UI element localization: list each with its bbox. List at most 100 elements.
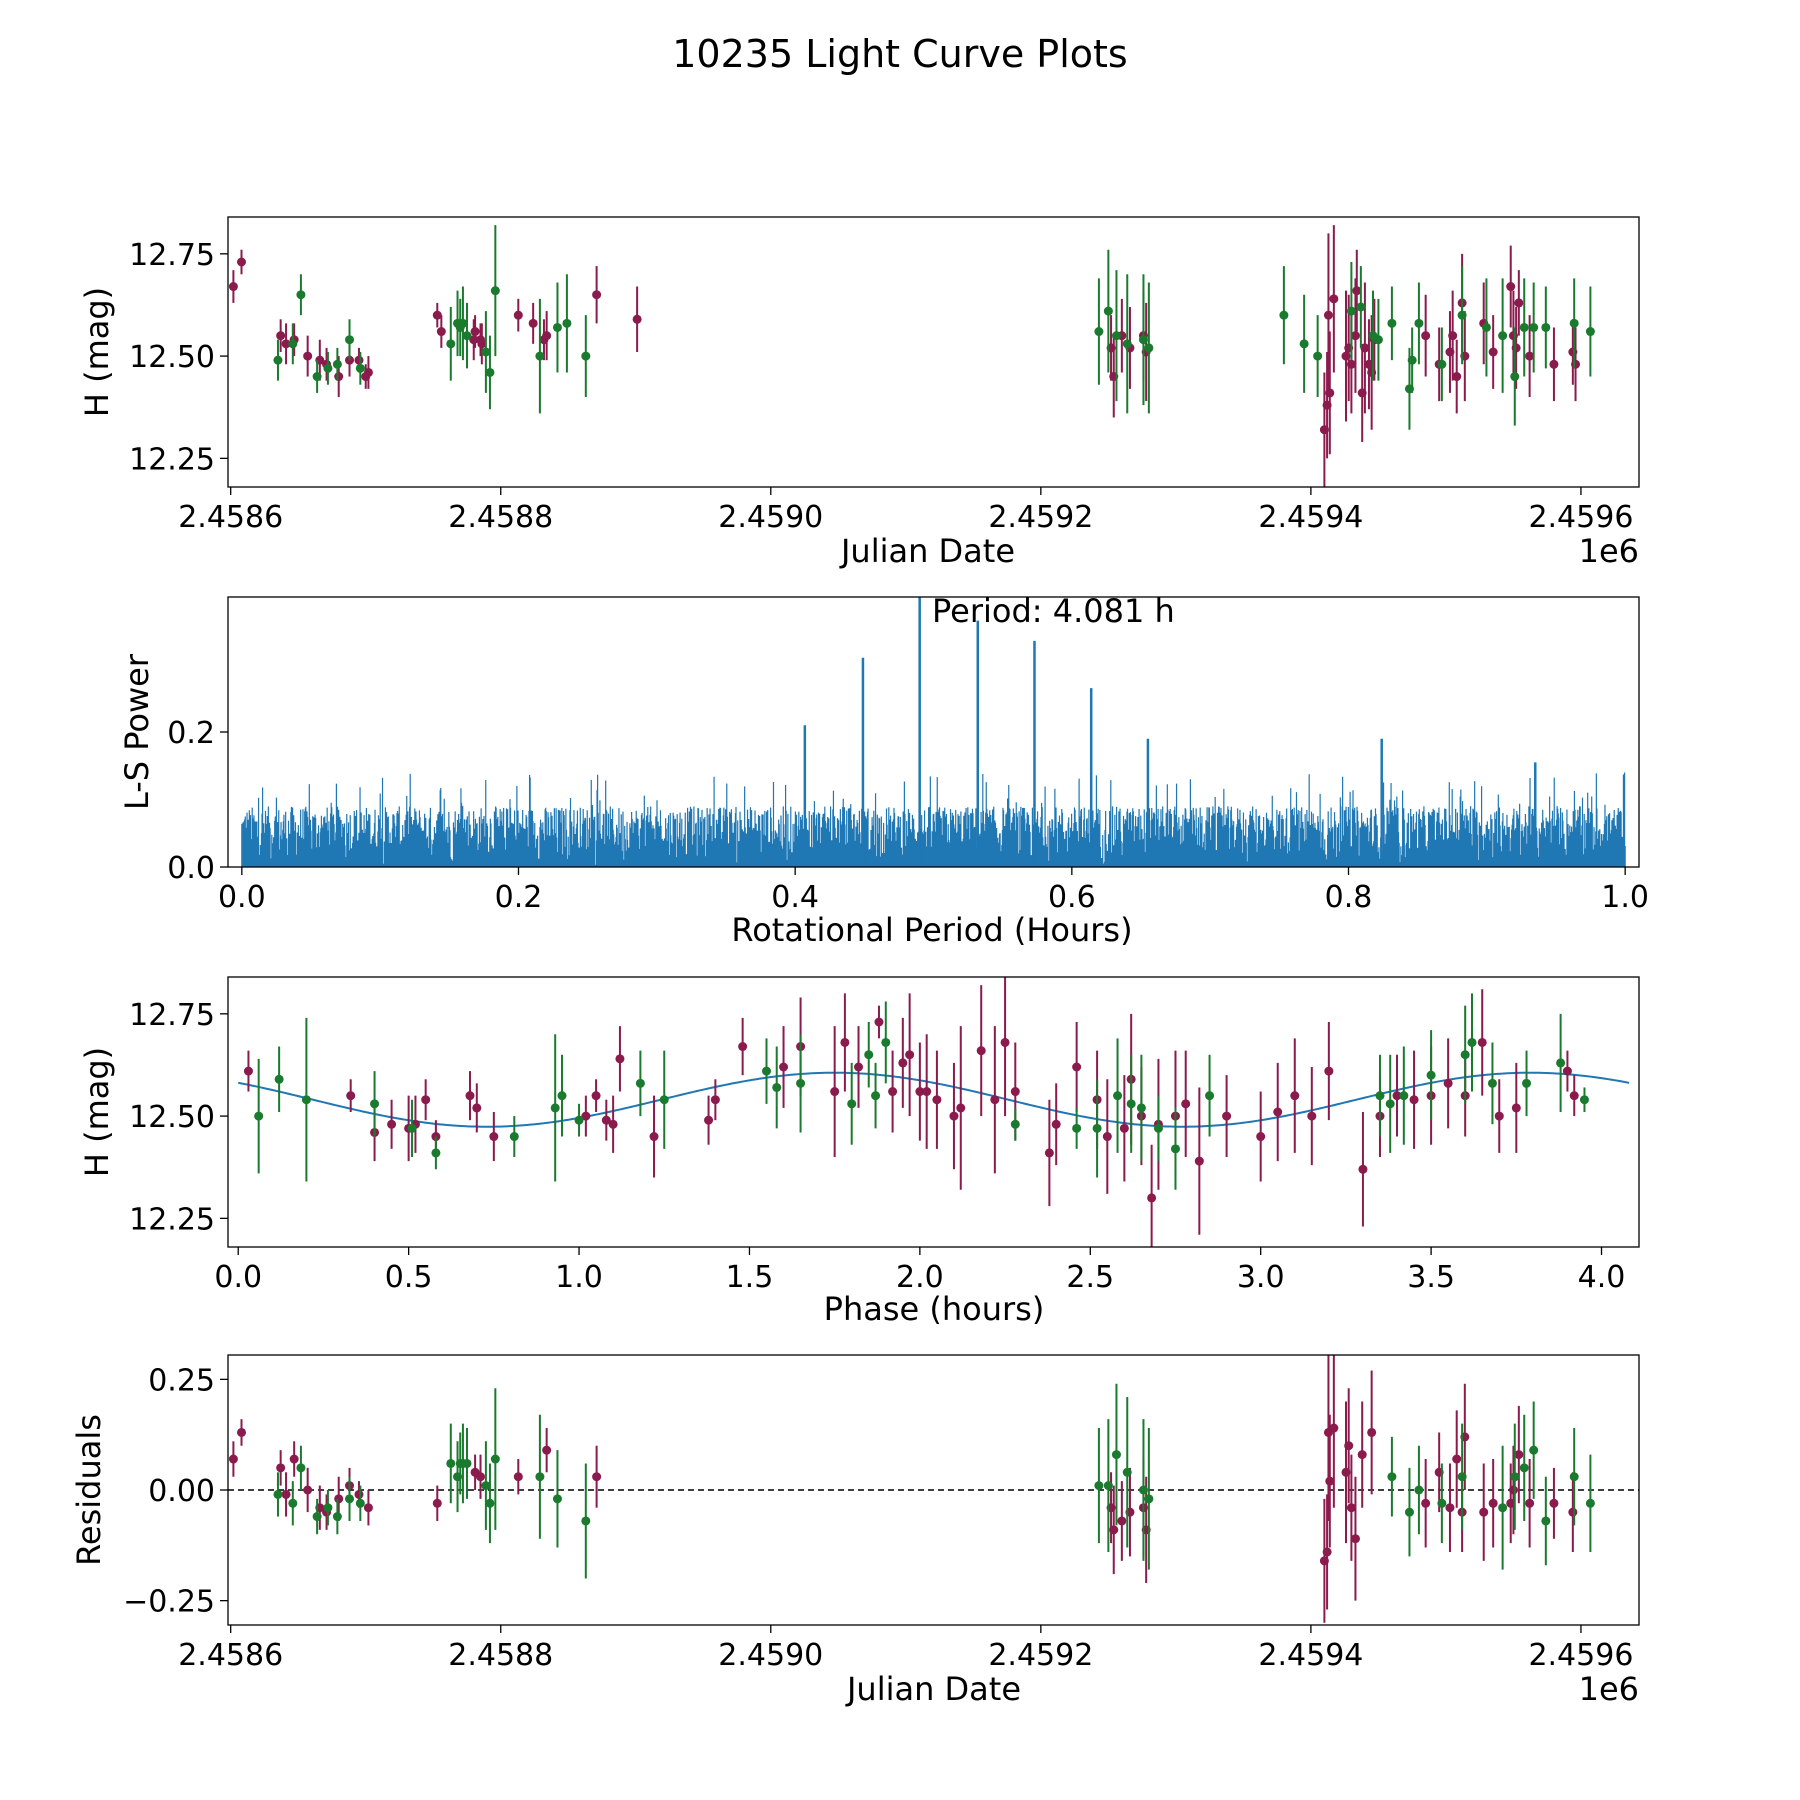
data-point-r — [1477, 1037, 1487, 1047]
x-tick-label: 2.5 — [1066, 1260, 1114, 1295]
data-point-g — [535, 351, 545, 361]
data-point-g — [581, 1516, 591, 1526]
data-point-r — [1102, 1132, 1112, 1142]
data-point-g — [1510, 1472, 1520, 1482]
data-point-g — [864, 1050, 874, 1060]
x-tick-label: 0.2 — [495, 880, 543, 915]
data-point-g — [761, 1066, 771, 1076]
data-point-g — [1569, 1472, 1579, 1482]
y-tick-label: 12.25 — [129, 1202, 215, 1237]
data-point-g — [1529, 322, 1539, 332]
data-point-r — [1694, 1508, 1703, 1517]
data-point-r — [898, 1058, 908, 1068]
data-point-r — [477, 339, 487, 349]
data-point-g — [1498, 331, 1508, 341]
data-point-r — [281, 1489, 291, 1499]
data-point-g — [1498, 1503, 1508, 1513]
x-tick-label: 3.0 — [1237, 1260, 1285, 1295]
x-tick-label: 4.0 — [1578, 1260, 1626, 1295]
data-point-r — [276, 331, 286, 341]
figure-title: 10235 Light Curve Plots — [672, 32, 1127, 76]
data-point-r — [1445, 1503, 1455, 1513]
data-point-g — [1437, 359, 1447, 369]
data-point-r — [710, 1095, 720, 1105]
data-point-g — [1094, 327, 1104, 337]
data-point-r — [1109, 1525, 1119, 1535]
data-point-r — [1514, 1450, 1524, 1460]
data-point-g — [1103, 306, 1113, 316]
data-point-r — [1506, 282, 1516, 292]
data-point-r — [469, 335, 479, 345]
periodogram-noise-series — [241, 772, 1626, 867]
panel-light-curve: 2.4586 2.4588 2.4590 2.4592 2.4594 2.4596 12.2… — [78, 216, 1710, 570]
data-point-g — [1010, 1119, 1020, 1129]
data-point-g — [1346, 306, 1356, 316]
data-point-r — [1443, 1078, 1453, 1088]
x-tick-label: 2.4596 — [1528, 500, 1633, 535]
data-point-g — [1144, 343, 1154, 353]
data-point-g — [1671, 278, 1680, 287]
x-tick-label: 2.0 — [896, 1260, 944, 1295]
residuals-plot-area — [228, 1355, 1703, 1623]
data-point-r — [1525, 1498, 1535, 1508]
data-point-g — [1414, 318, 1424, 328]
data-point-r — [1147, 1193, 1157, 1203]
phase-axes: 0.0 0.5 1.0 1.5 2.0 2.5 3.0 3.5 4.0 12.25 12.50 12.… — [129, 998, 1625, 1295]
x-tick-label: 2.4594 — [1258, 500, 1363, 535]
x-tick-label: 1.5 — [726, 1260, 774, 1295]
data-point-g — [1103, 1481, 1113, 1491]
panel-phase: 0.0 0.5 1.0 1.5 2.0 2.5 3.0 3.5 4.0 12.25 12.50 12.… — [78, 976, 1640, 1328]
data-point-g — [323, 1503, 333, 1513]
data-point-g — [1092, 1123, 1102, 1133]
data-point-g — [1437, 1498, 1447, 1508]
data-point-g — [1676, 339, 1685, 348]
periodogram-ylabel: L-S Power — [118, 653, 156, 810]
data-point-g — [332, 1512, 342, 1522]
data-point-g — [1072, 1123, 1082, 1133]
data-point-g — [1701, 315, 1710, 324]
data-point-r — [922, 1087, 932, 1097]
data-point-r — [949, 1111, 959, 1121]
data-point-g — [881, 1037, 891, 1047]
data-point-r — [905, 1050, 915, 1060]
data-point-g — [355, 363, 365, 373]
data-point-r — [542, 1445, 552, 1455]
lc-marks — [228, 225, 1710, 487]
data-point-r — [489, 1132, 499, 1142]
data-point-r — [1273, 1107, 1283, 1117]
x-tick-label: 1.0 — [555, 1260, 603, 1295]
data-point-g — [552, 322, 562, 332]
data-point-r — [465, 1091, 475, 1101]
y-tick-label: 0.25 — [148, 1363, 215, 1398]
data-point-r — [1494, 1111, 1504, 1121]
data-point-r — [601, 1115, 611, 1125]
data-point-g — [772, 1082, 782, 1092]
data-point-g — [345, 335, 355, 345]
data-point-g — [1529, 1445, 1539, 1455]
data-point-r — [1364, 359, 1374, 369]
data-point-r — [334, 372, 344, 382]
data-point-g — [1657, 294, 1666, 303]
data-point-g — [355, 1498, 365, 1508]
data-point-r — [1222, 1111, 1232, 1121]
data-point-r — [1452, 372, 1462, 382]
x-tick-label: 2.4590 — [718, 500, 823, 535]
data-point-g — [481, 1481, 491, 1491]
data-point-g — [273, 355, 283, 365]
data-point-g — [552, 1494, 562, 1504]
data-point-r — [354, 1489, 364, 1499]
x-tick-label: 0.8 — [1325, 880, 1373, 915]
periodogram-plot-area — [241, 597, 1626, 867]
data-point-r — [1358, 1164, 1368, 1174]
data-point-r — [513, 310, 523, 320]
data-point-r — [1421, 1498, 1431, 1508]
data-point-g — [458, 318, 468, 328]
data-point-g — [446, 339, 456, 349]
x-tick-label: 0.4 — [771, 880, 819, 915]
data-point-g — [1519, 322, 1529, 332]
data-point-g — [1541, 1516, 1551, 1526]
data-point-g — [1662, 331, 1671, 340]
data-point-g — [1556, 1058, 1566, 1068]
data-point-g — [635, 1078, 645, 1088]
data-point-r — [976, 1046, 986, 1056]
